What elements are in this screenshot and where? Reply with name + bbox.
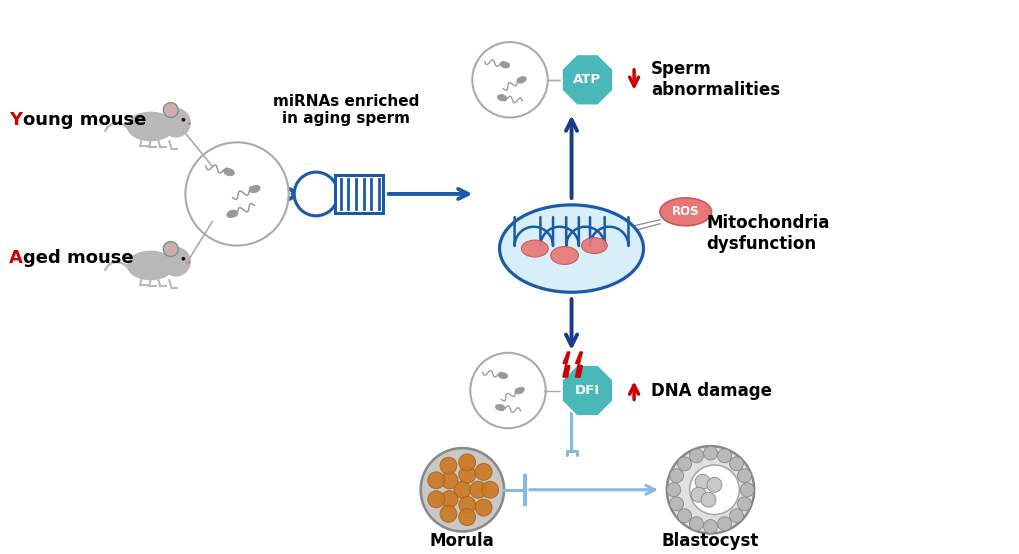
- Ellipse shape: [127, 252, 173, 280]
- Circle shape: [439, 457, 457, 474]
- Circle shape: [669, 469, 683, 483]
- Circle shape: [475, 499, 491, 516]
- Text: A: A: [9, 249, 22, 268]
- Circle shape: [427, 472, 444, 489]
- Ellipse shape: [659, 198, 711, 225]
- Ellipse shape: [500, 62, 510, 68]
- Text: Mitochondria
dysfunction: Mitochondria dysfunction: [706, 214, 829, 253]
- Polygon shape: [561, 54, 612, 105]
- Circle shape: [181, 118, 185, 122]
- Circle shape: [189, 122, 191, 125]
- Circle shape: [677, 509, 691, 522]
- Ellipse shape: [517, 76, 526, 83]
- Ellipse shape: [127, 112, 173, 141]
- Text: ROS: ROS: [672, 206, 699, 218]
- Ellipse shape: [223, 168, 234, 176]
- Text: DFI: DFI: [575, 384, 599, 397]
- Circle shape: [459, 496, 475, 514]
- Ellipse shape: [495, 404, 504, 411]
- Circle shape: [689, 465, 739, 515]
- Ellipse shape: [497, 95, 506, 101]
- Text: ATP: ATP: [573, 73, 601, 86]
- Text: miRNAs enriched
in aging sperm: miRNAs enriched in aging sperm: [273, 94, 419, 126]
- Circle shape: [691, 488, 705, 502]
- Text: Morula: Morula: [430, 532, 494, 550]
- Circle shape: [666, 446, 753, 534]
- Ellipse shape: [250, 185, 260, 193]
- Ellipse shape: [499, 205, 643, 292]
- Ellipse shape: [226, 210, 237, 218]
- Circle shape: [717, 449, 731, 463]
- Circle shape: [689, 517, 703, 531]
- Circle shape: [163, 102, 178, 117]
- Text: ged mouse: ged mouse: [22, 249, 133, 268]
- Circle shape: [740, 483, 753, 497]
- Text: oung mouse: oung mouse: [22, 110, 146, 129]
- Circle shape: [475, 464, 491, 480]
- Circle shape: [440, 491, 458, 507]
- Circle shape: [420, 448, 503, 531]
- Circle shape: [162, 248, 190, 276]
- Circle shape: [459, 454, 475, 471]
- Circle shape: [166, 244, 175, 254]
- Circle shape: [737, 469, 751, 483]
- Ellipse shape: [498, 372, 507, 379]
- Circle shape: [700, 493, 715, 507]
- Circle shape: [689, 449, 703, 463]
- Circle shape: [189, 261, 191, 264]
- Circle shape: [703, 446, 716, 460]
- Ellipse shape: [581, 238, 606, 254]
- Circle shape: [459, 466, 475, 483]
- Circle shape: [729, 457, 743, 471]
- Circle shape: [162, 109, 190, 137]
- Polygon shape: [562, 352, 570, 377]
- Circle shape: [453, 481, 471, 498]
- Circle shape: [737, 497, 751, 511]
- Circle shape: [439, 505, 457, 522]
- Circle shape: [181, 257, 185, 260]
- Text: DNA damage: DNA damage: [650, 382, 771, 399]
- Circle shape: [163, 242, 178, 257]
- Ellipse shape: [521, 240, 547, 257]
- Text: Blastocyst: Blastocyst: [661, 532, 758, 550]
- Ellipse shape: [515, 387, 524, 394]
- Bar: [334, 175, 382, 213]
- Circle shape: [677, 457, 691, 471]
- Circle shape: [470, 481, 486, 498]
- Text: Y: Y: [9, 110, 21, 129]
- Circle shape: [706, 478, 721, 493]
- Ellipse shape: [550, 247, 578, 264]
- Circle shape: [694, 474, 709, 489]
- Polygon shape: [575, 352, 582, 377]
- Circle shape: [717, 517, 731, 531]
- Circle shape: [666, 483, 680, 497]
- Polygon shape: [561, 365, 612, 416]
- Circle shape: [166, 106, 175, 115]
- Circle shape: [703, 520, 716, 534]
- Circle shape: [459, 509, 475, 526]
- Circle shape: [440, 472, 458, 489]
- Circle shape: [481, 481, 498, 498]
- Circle shape: [669, 497, 683, 511]
- Circle shape: [293, 172, 337, 216]
- Circle shape: [729, 509, 743, 522]
- Circle shape: [427, 491, 444, 507]
- Text: Sperm
abnormalities: Sperm abnormalities: [650, 60, 780, 99]
